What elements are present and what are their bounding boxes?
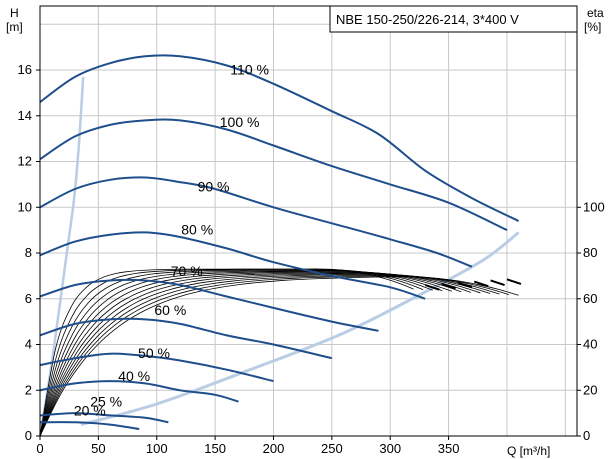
head-curve-label: 100 %	[220, 114, 260, 130]
y-right-tick-label: 20	[583, 382, 597, 397]
x-tick-label: 300	[379, 441, 401, 456]
head-curve-label: 20 %	[74, 402, 106, 418]
x-tick-label: 150	[204, 441, 226, 456]
y-left-tick-label: 2	[25, 382, 32, 397]
y-right-tick-label: 80	[583, 245, 597, 260]
head-curve	[39, 421, 140, 431]
efficiency-curve-end	[473, 280, 489, 288]
x-tick-label: 250	[321, 441, 343, 456]
y-right-tick-labels: 0 20 40 60 80 100	[577, 199, 605, 443]
head-curve-label: 110 %	[230, 62, 269, 78]
x-tick-label: 100	[146, 441, 168, 456]
efficiency-curve	[39, 275, 510, 437]
head-curve-label: 40 %	[118, 368, 150, 384]
y-left-axis-unit: [m]	[6, 20, 23, 34]
head-curve	[39, 278, 379, 332]
y-left-tick-label: 14	[18, 108, 32, 123]
head-curve-label: 70 %	[171, 263, 203, 279]
head-curve-label: 90 %	[198, 178, 230, 194]
y-left-tick-label: 4	[25, 337, 32, 352]
head-curve	[39, 380, 239, 403]
head-curves: 110 % 100 % 90 % 80 % 70 % 60 % 50 % 40 % 25 %20…	[39, 54, 520, 431]
head-curve	[39, 317, 333, 360]
efficiency-curve	[39, 276, 519, 437]
y-left-tick-label: 10	[18, 199, 32, 214]
title-box	[329, 5, 578, 33]
y-right-tick-label: 60	[583, 291, 597, 306]
x-tick-label: 350	[438, 441, 460, 456]
efficiency-curve-end	[441, 282, 456, 290]
head-curve	[39, 352, 274, 383]
efficiency-curves	[39, 268, 522, 437]
efficiency-curve-end	[490, 279, 505, 286]
efficiency-curve-end	[424, 284, 440, 291]
head-curve-label: 60 %	[154, 302, 186, 318]
y-right-axis-unit: [%]	[584, 20, 601, 34]
x-tick-label: 200	[263, 441, 285, 456]
chart-title: NBE 150-250/226-214, 3*400 V	[336, 12, 519, 27]
plot-border	[39, 5, 578, 437]
efficiency-curve-end	[506, 278, 522, 285]
head-curve	[39, 54, 520, 222]
y-left-tick-label: 6	[25, 291, 32, 306]
y-left-tick-label: 12	[18, 154, 32, 169]
head-curve-label: 25 %	[90, 393, 122, 409]
head-curve	[39, 412, 169, 424]
y-left-tick-label: 8	[25, 245, 32, 260]
head-curve-label: 50 %	[138, 345, 170, 361]
grid-lines	[40, 6, 577, 436]
x-tick-labels: 0 50 100 150 200 250 300 350	[36, 436, 459, 456]
y-right-tick-label: 40	[583, 337, 597, 352]
y-left-tick-labels: 0 2 4 6 8 10 12 14 16	[18, 62, 40, 443]
x-axis-label: Q [m³/h]	[507, 444, 550, 458]
y-right-tick-label: 100	[583, 199, 605, 214]
head-curve	[39, 118, 508, 232]
head-curve	[39, 176, 473, 268]
x-tick-label: 50	[91, 441, 105, 456]
y-left-tick-label: 16	[18, 62, 32, 77]
efficiency-curve-end	[457, 281, 473, 289]
head-curve	[39, 231, 426, 300]
y-left-axis-name: H	[10, 6, 19, 20]
x-tick-label: 0	[36, 441, 43, 456]
envelope-right-line	[80, 231, 520, 427]
y-left-tick-label: 0	[25, 428, 32, 443]
head-curve-label: 80 %	[181, 222, 213, 238]
y-right-axis-name: eta	[587, 6, 604, 20]
envelope-left-line	[38, 76, 85, 437]
y-right-tick-label: 0	[583, 428, 590, 443]
